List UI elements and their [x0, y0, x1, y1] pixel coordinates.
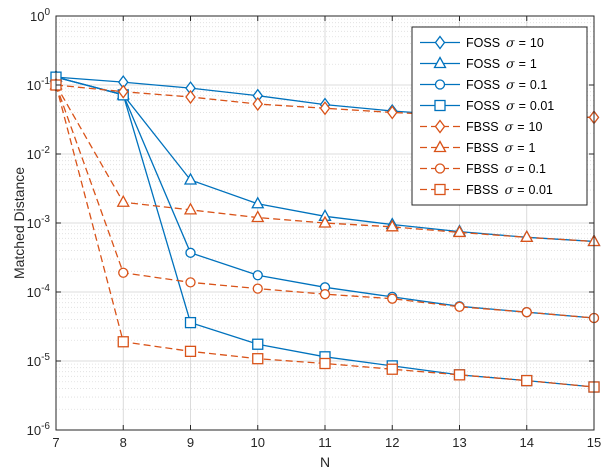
data-point-foss-sigma-0-1: [252, 270, 263, 281]
y-tick-label: 10-1: [27, 76, 51, 93]
legend-marker: [434, 99, 446, 112]
data-point-fbss-sigma-1: [385, 219, 399, 232]
data-point-fbss-sigma-0-01: [184, 345, 197, 357]
legend-entry: FOSS σ = 0.01: [420, 98, 554, 113]
y-tick-label: 10-5: [27, 352, 51, 369]
legend-marker: [433, 56, 447, 69]
data-point-fbss-sigma-10: [319, 101, 331, 116]
legend: FOSS σ = 10 FOSS σ = 1 FOSS σ = 0.1 FOSS σ = 0.01 FBSS σ =…: [411, 26, 588, 206]
legend-marker: [434, 119, 446, 134]
data-point-fbss-sigma-1: [318, 215, 332, 228]
x-tick-label: 12: [385, 435, 399, 450]
legend-entry: FBSS σ = 10: [420, 119, 542, 134]
data-point-foss-sigma-0-1: [185, 247, 196, 258]
data-point-fbss-sigma-1: [183, 202, 198, 215]
legend-entry: FBSS σ = 1: [420, 140, 536, 155]
legend-entry: FOSS σ = 0.1: [420, 77, 547, 92]
legend-entry: FOSS σ = 1: [420, 56, 537, 71]
legend-box: [411, 26, 588, 206]
data-point-fbss-sigma-0-1: [319, 289, 331, 300]
data-point-fbss-sigma-1: [251, 210, 265, 223]
y-tick-label: 10-6: [27, 421, 51, 438]
legend-label: FOSS σ = 0.1: [466, 77, 547, 92]
legend-label: FOSS σ = 0.01: [466, 98, 554, 113]
data-point-foss-sigma-0-01: [184, 316, 197, 329]
x-axis-label: N: [320, 454, 330, 470]
y-axis-label: Matched Distance: [11, 167, 27, 279]
data-point-fbss-sigma-10: [117, 84, 129, 99]
legend-label: FBSS σ = 0.01: [466, 182, 553, 197]
legend-marker: [434, 35, 446, 50]
data-point-fbss-sigma-10: [386, 105, 398, 120]
data-point-fbss-sigma-0-1: [252, 283, 263, 294]
data-point-fbss-sigma-0-1: [185, 277, 196, 288]
x-tick-label: 8: [120, 435, 127, 450]
data-point-fbss-sigma-0-1: [454, 301, 465, 312]
x-tick-label: 11: [318, 435, 332, 450]
x-tick-label: 15: [587, 435, 601, 450]
x-tick-label: 10: [251, 435, 265, 450]
data-point-fbss-sigma-0-01: [453, 369, 466, 381]
legend-marker: [434, 79, 446, 90]
y-tick-label: 10-2: [27, 145, 51, 162]
data-point-fbss-sigma-1: [116, 194, 130, 207]
data-point-foss-sigma-0-01: [252, 338, 264, 350]
legend-marker: [434, 183, 446, 196]
data-point-fbss-sigma-0-1: [118, 267, 129, 278]
data-point-fbss-sigma-0-01: [319, 357, 331, 370]
legend-marker: [433, 140, 447, 153]
legend-entry: FBSS σ = 0.01: [420, 182, 553, 197]
y-tick-label: 100: [30, 7, 50, 24]
legend-label: FBSS σ = 10: [466, 119, 542, 134]
series-line-fbss-sigma-1: [55, 84, 595, 243]
data-point-fbss-sigma-0-01: [117, 336, 129, 348]
x-tick-label: 13: [452, 435, 466, 450]
data-point-fbss-sigma-10: [252, 96, 264, 112]
legend-label: FBSS σ = 0.1: [466, 161, 546, 176]
legend-entry: FBSS σ = 0.1: [420, 161, 546, 176]
data-point-fbss-sigma-0-01: [386, 363, 398, 375]
data-point-fbss-sigma-0-1: [521, 307, 532, 318]
data-point-fbss-sigma-0-01: [521, 374, 533, 387]
data-point-foss-sigma-1: [183, 172, 198, 185]
data-point-fbss-sigma-1: [452, 225, 467, 238]
legend-entry: FOSS σ = 10: [420, 35, 544, 50]
y-tick-label: 10-4: [27, 283, 51, 300]
legend-label: FOSS σ = 10: [466, 35, 544, 50]
legend-label: FOSS σ = 1: [466, 56, 537, 71]
legend-marker: [434, 163, 446, 174]
y-tick-label: 10-3: [27, 214, 51, 231]
data-point-foss-sigma-1: [251, 196, 265, 209]
x-tick-label: 14: [520, 435, 534, 450]
data-point-fbss-sigma-1: [520, 229, 534, 242]
data-point-fbss-sigma-0-1: [387, 293, 398, 304]
x-tick-label: 7: [52, 435, 59, 450]
data-point-fbss-sigma-10: [185, 89, 196, 105]
x-tick-label: 9: [187, 435, 194, 450]
data-point-fbss-sigma-0-01: [252, 353, 264, 365]
legend-label: FBSS σ = 1: [466, 140, 536, 155]
ticks: 7 8 9 10 11 12 13 14 15 100 10-1 10-2 10-3 10-4 10-5 10…: [27, 7, 602, 450]
